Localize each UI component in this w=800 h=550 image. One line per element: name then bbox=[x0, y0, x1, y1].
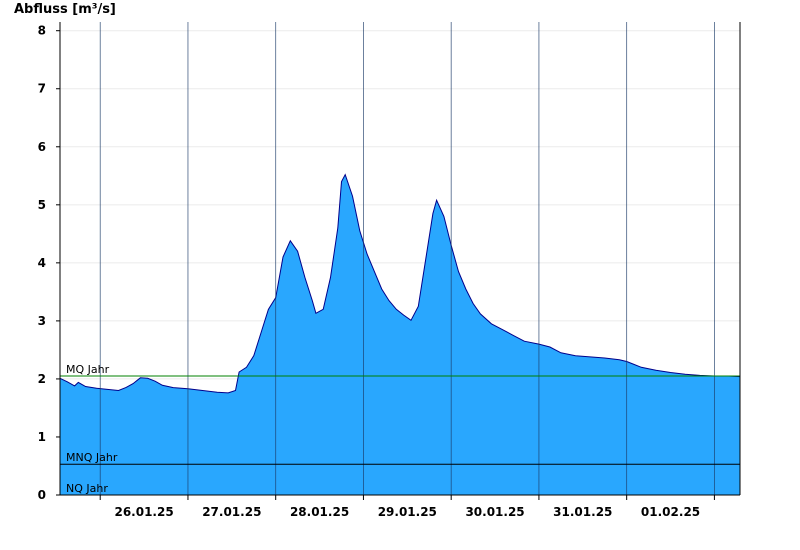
day-boundary-layer bbox=[99, 22, 715, 495]
y-tick-label: 0 bbox=[38, 488, 46, 502]
discharge-area-0 bbox=[60, 174, 740, 495]
y-tick-label: 2 bbox=[38, 372, 46, 386]
x-tick-label: 26.01.25 bbox=[114, 505, 173, 519]
y-tick-label: 6 bbox=[38, 140, 46, 154]
x-tick-label: 27.01.25 bbox=[202, 505, 261, 519]
y-axis-label: Abfluss [m³/s] bbox=[14, 2, 116, 17]
x-tick-label: 28.01.25 bbox=[290, 505, 349, 519]
reference-label-1: MNQ Jahr bbox=[66, 451, 118, 464]
x-tick-layer: 26.01.25 27.01.25 28.01.25 29.01.25 30.01.25… bbox=[99, 495, 715, 519]
area-layer bbox=[59, 173, 741, 495]
y-tick-label: 7 bbox=[38, 82, 46, 96]
y-tick-layer: 0 1 2 3 4 5 6 7 8 bbox=[38, 24, 60, 502]
reference-label-0: MQ Jahr bbox=[66, 363, 110, 376]
x-tick-label: 31.01.25 bbox=[553, 505, 612, 519]
y-tick-label: 5 bbox=[38, 198, 46, 212]
discharge-line-0 bbox=[59, 173, 741, 394]
y-tick-label: 4 bbox=[38, 256, 46, 270]
x-tick-label: 30.01.25 bbox=[465, 505, 524, 519]
reference-label-2: NQ Jahr bbox=[66, 482, 108, 495]
y-tick-label: 3 bbox=[38, 314, 46, 328]
y-tick-label: 1 bbox=[38, 430, 46, 444]
y-tick-label: 8 bbox=[38, 24, 46, 38]
x-tick-label: 01.02.25 bbox=[641, 505, 700, 519]
x-tick-label: 29.01.25 bbox=[378, 505, 437, 519]
